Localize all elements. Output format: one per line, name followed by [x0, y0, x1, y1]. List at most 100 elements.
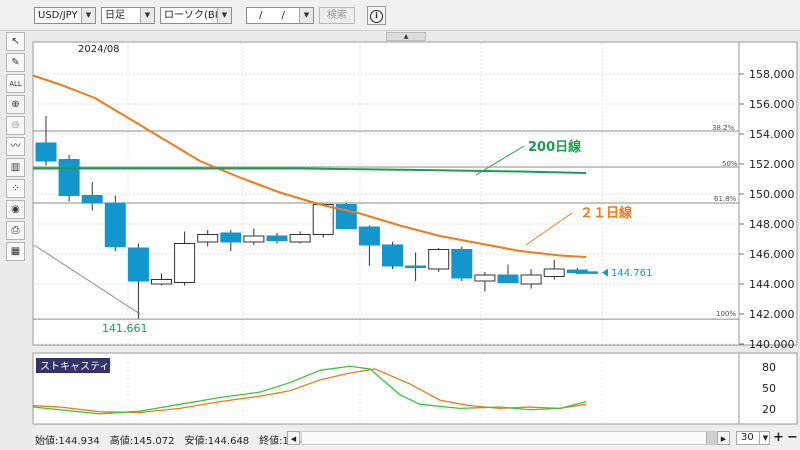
candle-bull [243, 235, 265, 243]
chevron-right-icon: ▶ [720, 435, 727, 443]
candle-bull [543, 268, 565, 277]
candle-bear [127, 247, 149, 282]
timeframe-select[interactable]: 日足 ▼ [101, 7, 155, 24]
settings-tool[interactable]: ⁘ [6, 179, 25, 198]
axis-tick-label: 142.000 [749, 308, 795, 321]
bars-count-select[interactable]: 30 [736, 431, 770, 445]
ma200-pointer-line [475, 145, 525, 176]
indicator-tool[interactable]: 〰 [6, 137, 25, 156]
stoch-level-50: 50 [762, 382, 776, 395]
candle-bull [151, 279, 172, 285]
candle-bear [266, 235, 288, 241]
info-icon: i [370, 9, 383, 23]
ma21-label: ２１日線 [580, 205, 633, 221]
scroll-right-button[interactable]: ▶ [717, 431, 730, 445]
candle-bear [451, 249, 473, 279]
fib-50-label: 50% [722, 160, 738, 168]
zoom-minus-icon[interactable]: − [787, 430, 798, 445]
ohlc-readout: 始値:144.934 高値:145.072 安値:144.648 終値:144.… [35, 436, 324, 447]
chevron-down-icon[interactable]: ▼ [759, 431, 771, 445]
stochastics-axis-panel [738, 352, 798, 425]
chevron-left-icon: ◀ [290, 435, 297, 443]
chevron-down-icon[interactable]: ▼ [217, 8, 231, 23]
candle-bull [174, 243, 196, 283]
annotations [33, 145, 608, 315]
stochastics-title: ストキャスティクス [40, 361, 129, 373]
scrollbar-thumb[interactable] [706, 432, 717, 444]
candle-bull [474, 274, 496, 282]
zoom-in-tool[interactable]: ⊕ [6, 95, 25, 114]
candle-bear [497, 274, 519, 283]
zoom-out-icon: ⊖ [11, 120, 20, 131]
candle-bull [520, 274, 542, 285]
erase-all-tool[interactable]: ALL [6, 74, 25, 93]
candle-bear [104, 202, 126, 247]
status-bar: 始値:144.934 高値:145.072 安値:144.648 終値:144.… [32, 428, 800, 450]
scroll-left-button[interactable]: ◀ [287, 431, 300, 445]
print-tool[interactable]: ⎙ [6, 221, 25, 240]
ma200-line [33, 167, 587, 174]
candle-bear [58, 159, 80, 196]
trend-line [33, 244, 141, 315]
symbol-select[interactable]: USD/JPY ▼ [34, 7, 96, 24]
chevron-down-icon[interactable]: ▼ [140, 8, 154, 23]
candle-bull [312, 204, 334, 235]
candle-bear [405, 265, 427, 268]
eraser-icon: ALL [9, 80, 22, 88]
candle-bear [220, 232, 242, 243]
axis-tick-label: 158.000 [749, 68, 795, 81]
indicator-icon: 〰 [10, 141, 21, 152]
cursor-icon: ↖ [11, 36, 20, 47]
candle-tool[interactable]: ▥ [6, 158, 25, 177]
month-label: 2024/08 [78, 44, 120, 55]
axis-tick-label: 148.000 [749, 218, 795, 231]
horizontal-scrollbar[interactable] [301, 431, 717, 445]
axis-tick-label: 156.000 [749, 98, 795, 111]
candle-bear [358, 226, 380, 246]
axis-tick-label: 154.000 [749, 128, 795, 141]
table-tool[interactable]: ▦ [6, 242, 25, 261]
date-input[interactable]: / / ▼ [246, 7, 314, 24]
candle-icon: ▥ [10, 162, 21, 173]
fib-382-label: 38.2% [712, 124, 735, 132]
zoom-out-tool[interactable]: ⊖ [6, 116, 25, 135]
table-icon: ▦ [10, 246, 21, 257]
zoom-plus-icon[interactable]: + [773, 430, 784, 445]
stochastics-title-box [36, 358, 110, 373]
bars-count-value: 30 [741, 432, 754, 443]
chart-style-select[interactable]: ローソク(BID) ▼ [160, 7, 232, 24]
axis-tick-label: 150.000 [749, 188, 795, 201]
eye-icon: ◉ [11, 204, 20, 215]
candle-bull [197, 234, 219, 243]
last-price-marker [602, 268, 608, 277]
axis-tick-label: 146.000 [749, 248, 795, 261]
chart-style-value: ローソク(BID) [164, 10, 230, 21]
view-tool[interactable]: ◉ [6, 200, 25, 219]
toolbar: USD/JPY ▼ 日足 ▼ ローソク(BID) ▼ / / ▼ 検索 i [0, 0, 800, 31]
stoch-level-80: 80 [762, 361, 776, 374]
chevron-down-icon[interactable]: ▼ [299, 8, 313, 23]
last-price-label: 144.761 [611, 268, 652, 279]
stoch-level-20: 20 [762, 403, 776, 416]
printer-icon: ⎙ [11, 225, 20, 236]
chevron-down-icon[interactable]: ▼ [81, 8, 95, 23]
line-tool[interactable]: ✎ [6, 53, 25, 72]
crosshair-tool[interactable]: ↖ [6, 32, 25, 51]
candle-bear [382, 244, 403, 267]
ma200-label: 200日線 [528, 139, 582, 155]
stochastics-lines [32, 365, 587, 415]
price-axis-panel [738, 41, 798, 346]
candles [35, 116, 588, 319]
search-button[interactable]: 検索 [319, 7, 355, 24]
candle-bear [335, 204, 357, 229]
moving-averages [32, 74, 587, 258]
ma21-pointer-line [525, 212, 573, 246]
palette-icon: ⁘ [11, 183, 20, 194]
chevron-up-icon: ▲ [403, 33, 409, 40]
pencil-icon: ✎ [11, 57, 20, 68]
grid [33, 43, 739, 345]
stochastics-plot-area [32, 352, 740, 425]
collapse-panel-button[interactable]: ▲ [386, 32, 426, 41]
info-button[interactable]: i [367, 6, 386, 25]
axis-tick-label: 140.000 [749, 338, 795, 351]
